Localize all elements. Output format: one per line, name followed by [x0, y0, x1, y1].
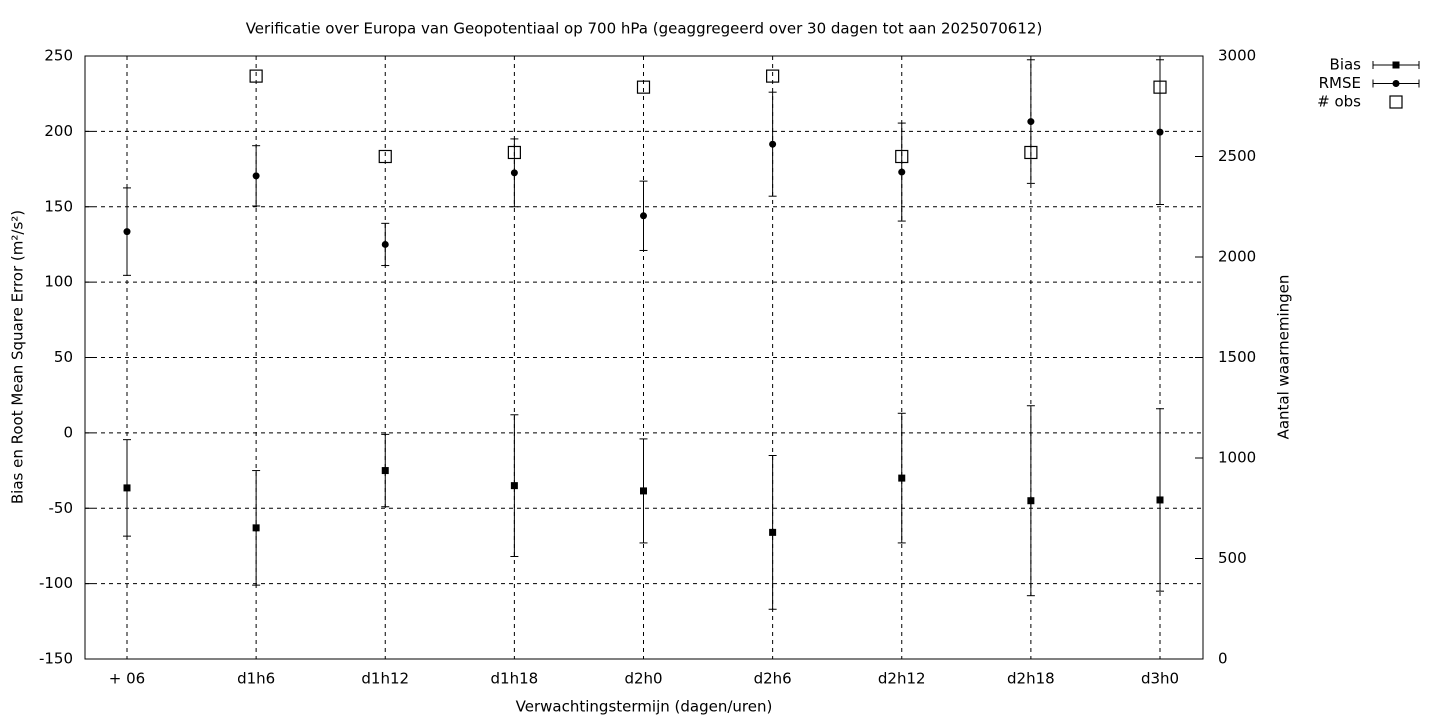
point — [640, 487, 647, 495]
point — [381, 240, 389, 248]
y2-tick-label: 500 — [1218, 549, 1247, 567]
y-tick-label: -50 — [49, 499, 74, 517]
point — [507, 145, 521, 160]
point — [510, 482, 518, 490]
x-tick-label: d1h18 — [491, 670, 539, 688]
y2-tick-label: 0 — [1218, 650, 1228, 668]
point — [769, 528, 777, 536]
y-tick-label: 200 — [44, 122, 73, 140]
y2-tick-label: 2000 — [1218, 248, 1256, 266]
y-tick-label: 50 — [54, 348, 73, 366]
legend-marker — [1392, 80, 1400, 87]
x-tick-label: d3h0 — [1141, 670, 1179, 688]
x-tick-label: d2h6 — [754, 670, 792, 688]
y2-tick-label: 3000 — [1218, 47, 1256, 65]
x-tick-label: + 06 — [109, 670, 145, 688]
legend-label: # obs — [1317, 93, 1361, 111]
point — [769, 140, 777, 148]
y2-tick-label: 2500 — [1218, 147, 1256, 165]
y-tick-label: -150 — [39, 650, 73, 668]
x-axis-label: Verwachtingstermijn (dagen/uren) — [516, 698, 773, 716]
y-axis-label: Bias en Root Mean Square Error (m²/s²) — [9, 210, 27, 504]
point — [1156, 496, 1164, 504]
legend-marker — [1392, 61, 1400, 69]
point — [895, 149, 909, 164]
point — [898, 474, 906, 482]
y2-tick-label: 1000 — [1218, 449, 1256, 467]
y-tick-label: 250 — [44, 47, 73, 65]
chart-title: Verificatie over Europa van Geopotentiaa… — [246, 20, 1043, 38]
point — [766, 69, 780, 83]
y2-tick-label: 1500 — [1218, 348, 1256, 366]
y-tick-label: 100 — [44, 273, 73, 291]
point — [510, 169, 518, 177]
point — [1027, 497, 1035, 505]
point — [1153, 80, 1167, 94]
point — [252, 172, 260, 180]
y2-axis-label: Aantal waarnemingen — [1275, 275, 1293, 440]
point — [1156, 128, 1164, 136]
y-tick-label: 0 — [63, 423, 73, 441]
x-tick-label: d2h18 — [1007, 670, 1055, 688]
point — [640, 212, 647, 220]
point — [636, 80, 651, 94]
point — [898, 168, 906, 176]
legend-label: Bias — [1330, 56, 1362, 74]
x-tick-label: d2h0 — [624, 670, 662, 688]
x-tick-label: d1h6 — [237, 670, 275, 688]
y-tick-label: 150 — [44, 197, 73, 215]
point — [378, 149, 392, 164]
x-tick-label: d2h12 — [878, 670, 926, 688]
point — [123, 228, 131, 236]
point — [252, 524, 260, 532]
point — [1027, 118, 1035, 126]
point — [381, 467, 389, 475]
y-tick-label: -100 — [39, 574, 73, 592]
point — [123, 484, 131, 492]
point — [249, 69, 263, 83]
legend-label: RMSE — [1319, 74, 1361, 92]
x-tick-label: d1h12 — [361, 670, 409, 688]
legend-marker — [1389, 95, 1403, 109]
point — [1024, 145, 1038, 160]
